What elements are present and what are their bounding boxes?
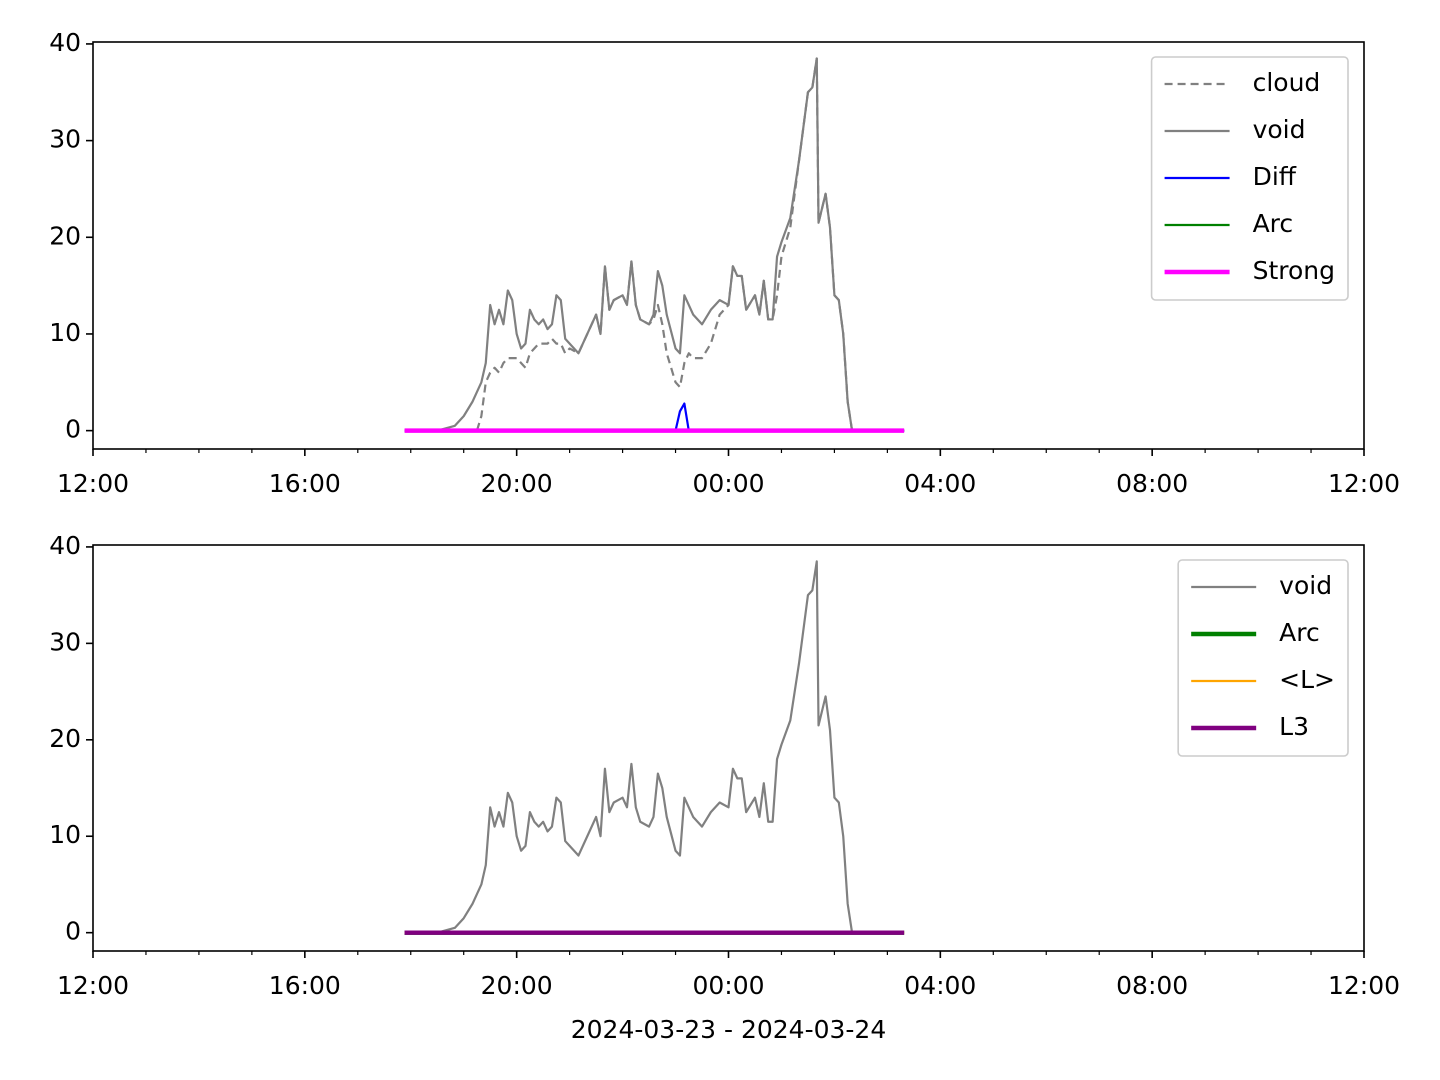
legend-box [1177, 559, 1349, 757]
x-tick-label: 12:00 [1328, 971, 1400, 1000]
y-tick-label: 40 [49, 531, 81, 560]
x-tick-label: 12:00 [57, 469, 129, 498]
series-line [404, 560, 905, 934]
legend-box [1150, 56, 1349, 301]
legend-label: void [1253, 115, 1306, 144]
y-tick-label: 0 [65, 415, 81, 444]
x-tick-label: 16:00 [269, 469, 341, 498]
legend: void Arc <L> L3 [1177, 559, 1349, 757]
series-line [404, 57, 905, 432]
y-tick-label: 30 [49, 125, 81, 154]
legend-label: Arc [1253, 209, 1294, 238]
x-tick-label: 04:00 [904, 971, 976, 1000]
y-tick-label: 10 [49, 820, 81, 849]
x-tick-label: 20:00 [481, 971, 553, 1000]
y-tick-label: 20 [49, 724, 81, 753]
x-axis-label: 2024-03-23 - 2024-03-24 [571, 1015, 887, 1044]
x-tick-label: 00:00 [692, 469, 764, 498]
y-tick-label: 0 [65, 917, 81, 946]
x-tick-label: 04:00 [904, 469, 976, 498]
x-tick-label: 00:00 [692, 971, 764, 1000]
axes-frame [92, 544, 1365, 952]
y-tick-label: 30 [49, 627, 81, 656]
x-tick-label: 08:00 [1116, 971, 1188, 1000]
legend-label: void [1279, 571, 1332, 600]
legend-label: L3 [1279, 712, 1309, 741]
x-tick-label: 12:00 [57, 971, 129, 1000]
y-tick-label: 40 [49, 28, 81, 57]
x-tick-label: 16:00 [269, 971, 341, 1000]
axes-frame [92, 41, 1365, 450]
legend-label: Arc [1279, 618, 1320, 647]
x-tick-label: 08:00 [1116, 469, 1188, 498]
x-tick-label: 20:00 [481, 469, 553, 498]
legend-label: cloud [1253, 68, 1321, 97]
legend: cloud void Diff Arc Strong [1150, 56, 1349, 301]
x-tick-label: 12:00 [1328, 469, 1400, 498]
y-tick-label: 20 [49, 221, 81, 250]
y-tick-label: 10 [49, 318, 81, 347]
series-line [475, 57, 854, 431]
legend-label: Strong [1253, 256, 1335, 285]
legend-label: <L> [1279, 665, 1335, 694]
legend-label: Diff [1253, 162, 1297, 191]
